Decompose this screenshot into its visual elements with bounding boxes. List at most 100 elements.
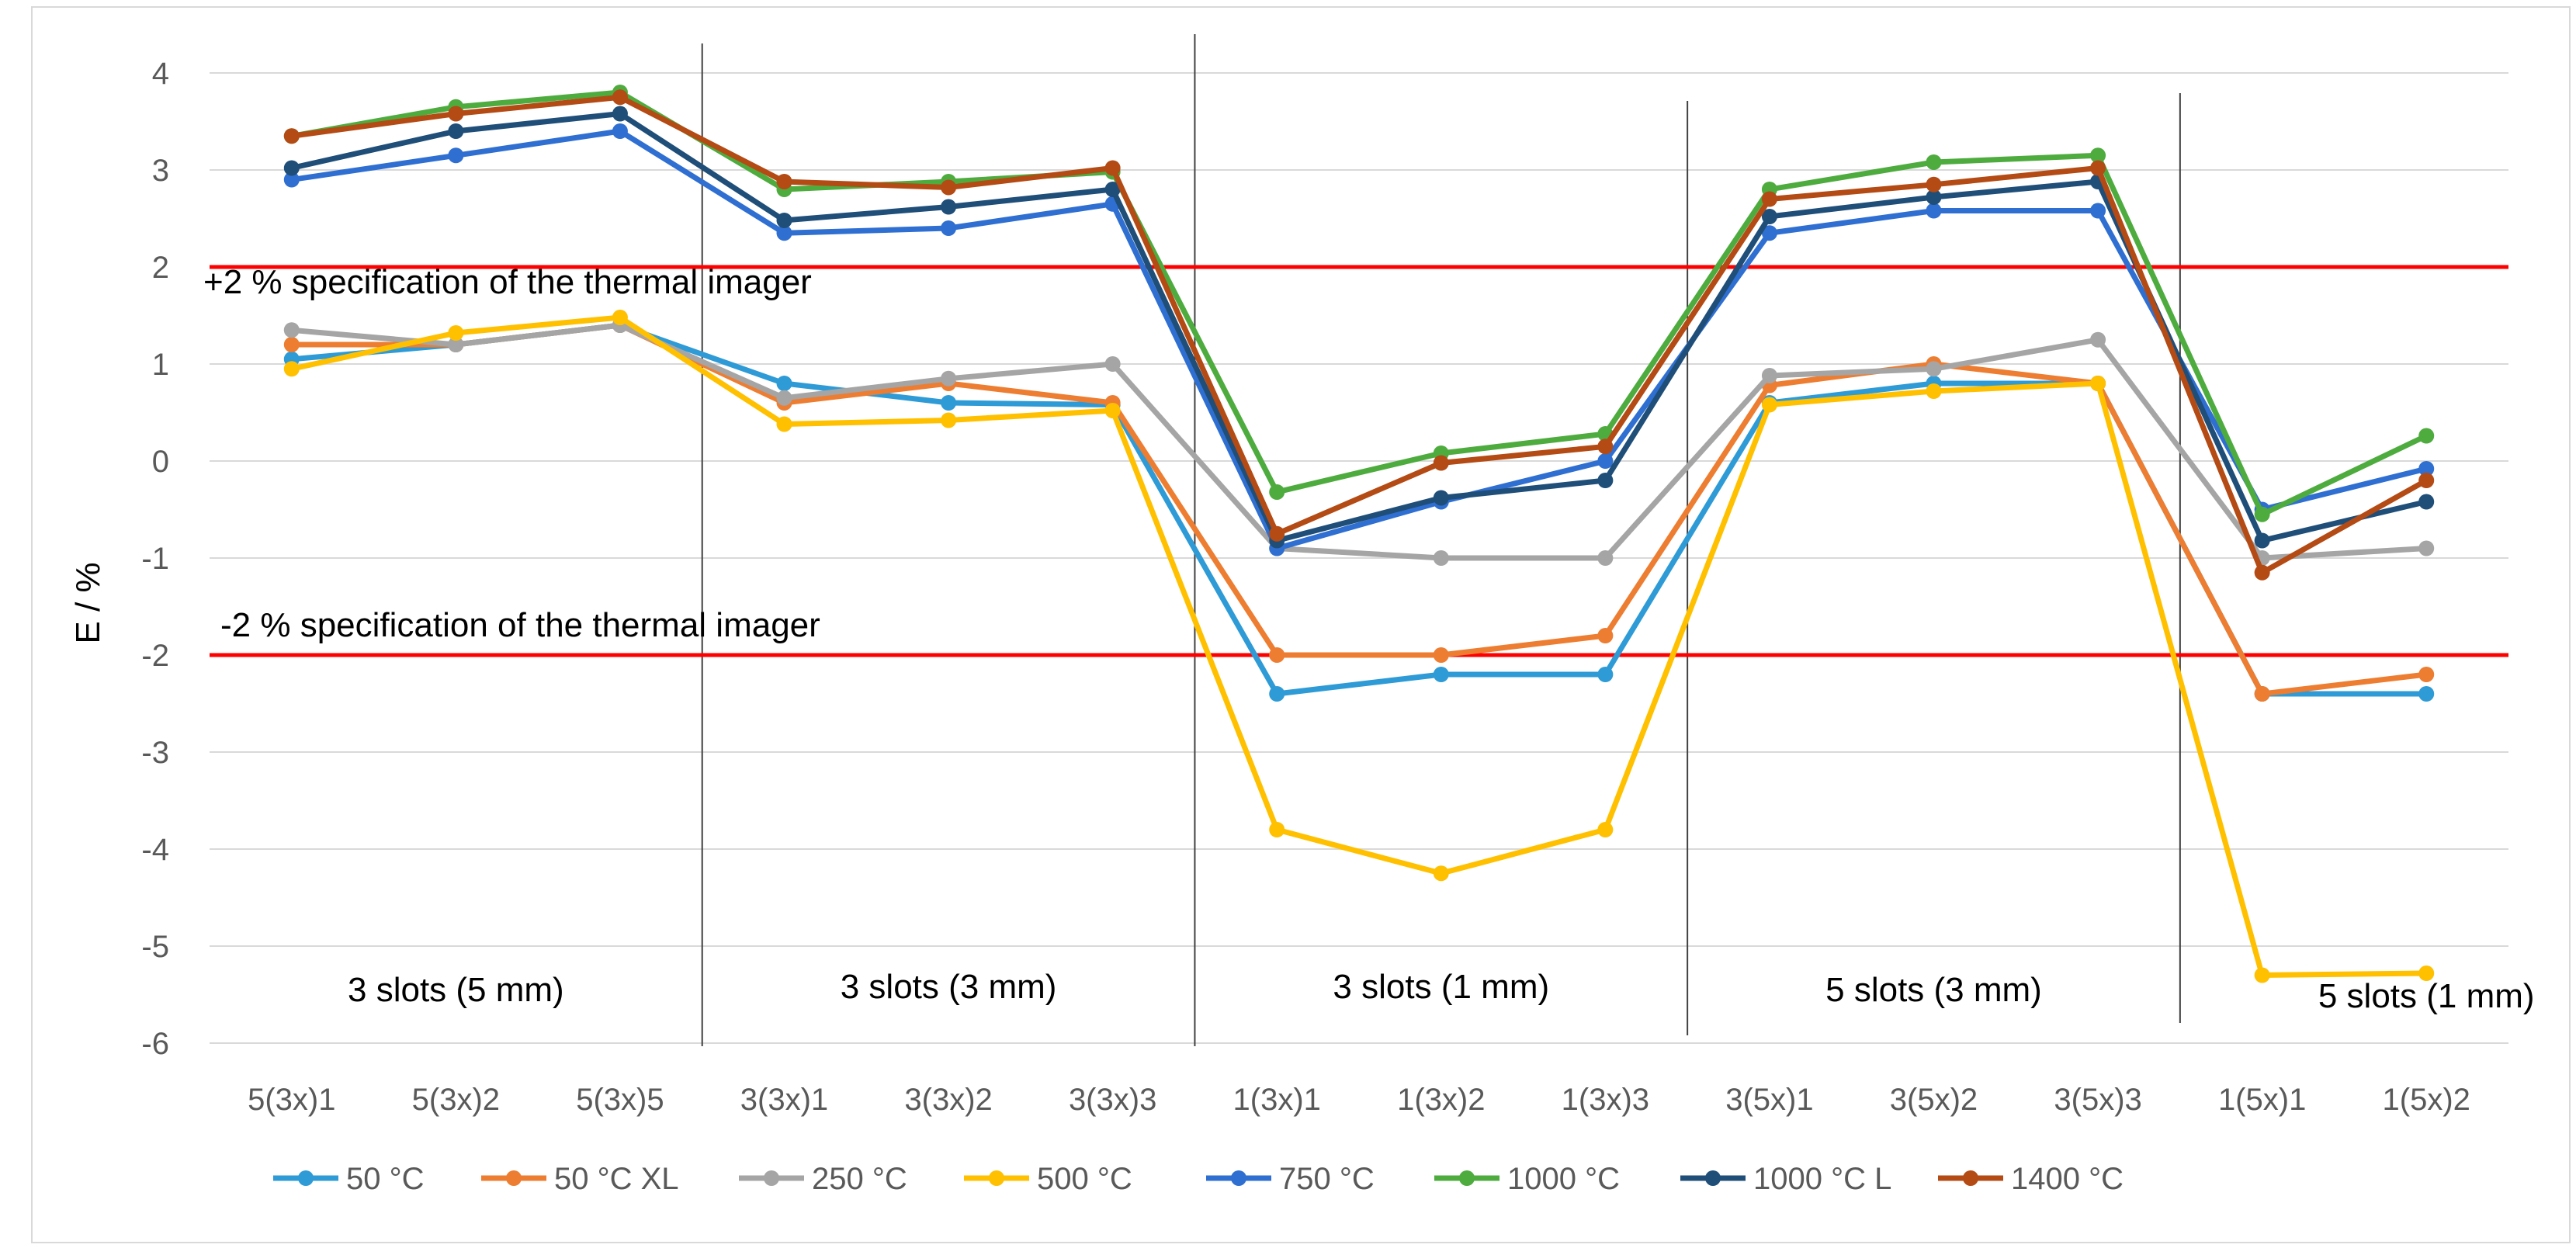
x-tick-label: 3(3x)3 (1069, 1083, 1156, 1117)
legend-marker (1705, 1170, 1721, 1186)
legend-label: 50 °C (346, 1162, 425, 1196)
y-tick-label: 0 (152, 445, 169, 479)
x-tick-label: 3(5x)2 (1890, 1083, 1978, 1117)
data-point (283, 322, 300, 338)
x-tick-labels: 5(3x)1 5(3x)2 5(3x)5 3(3x)1 3(3x)2 3(3x)3 1(3x… (248, 1083, 2470, 1117)
chart-frame (31, 6, 2571, 1243)
legend-label: 1000 °C L (1753, 1162, 1891, 1196)
data-point (283, 160, 300, 176)
data-point (776, 390, 792, 406)
group-separators (701, 34, 2181, 1046)
data-point (776, 376, 792, 391)
data-point (2418, 686, 2435, 702)
data-point (1597, 550, 1614, 566)
x-tick-label: 3(3x)1 (740, 1083, 828, 1117)
data-point (1926, 189, 1942, 205)
legend-marker (298, 1170, 314, 1186)
y-tick-labels: 4 3 2 1 0 -1 -2 -3 -4 -5 -6 (141, 57, 169, 1061)
legend-marker (764, 1170, 779, 1186)
series-line (291, 89, 2428, 518)
data-point (612, 123, 628, 139)
data-point (1926, 203, 1942, 219)
data-point (1761, 368, 1777, 383)
series-1400-c (283, 89, 2435, 581)
data-point (2090, 147, 2106, 164)
x-tick-label: 5(3x)2 (412, 1083, 500, 1117)
data-point (2418, 540, 2435, 556)
data-point (1597, 628, 1614, 643)
data-point (612, 106, 628, 122)
legend-item: 1000 °C (1434, 1162, 1620, 1196)
data-point (1926, 383, 1942, 399)
data-point (2254, 967, 2270, 983)
data-point (283, 361, 300, 377)
legend-label: 750 °C (1279, 1162, 1375, 1196)
data-point (2090, 203, 2106, 219)
x-tick-label: 5(3x)1 (248, 1083, 335, 1117)
legend-label: 1400 °C (2011, 1162, 2124, 1196)
data-point (448, 337, 464, 352)
reference-line-label: +2 % specification of the thermal imager (203, 263, 812, 301)
data-point (2254, 564, 2270, 581)
data-point (1761, 225, 1777, 241)
y-tick-label: -2 (141, 639, 169, 673)
data-point (1761, 191, 1777, 207)
legend-marker (1963, 1170, 1978, 1186)
y-axis-label: E / % (69, 562, 107, 643)
data-point (2090, 160, 2106, 176)
data-point (1269, 484, 1285, 500)
series-line (291, 314, 2427, 978)
data-point (2418, 667, 2435, 682)
data-point (2418, 965, 2435, 981)
data-point (2090, 376, 2106, 391)
legend-item: 500 °C (964, 1162, 1132, 1196)
data-point (283, 172, 300, 188)
legend-item: 250 °C (739, 1162, 907, 1196)
grid-layer (210, 72, 2508, 1044)
data-point (1761, 397, 1777, 413)
data-point (941, 199, 957, 215)
data-point (1269, 822, 1285, 837)
data-point (2418, 461, 2435, 477)
data-point (1926, 361, 1942, 377)
data-point (1433, 455, 1449, 471)
legend-item: 750 °C (1206, 1162, 1375, 1196)
data-point (1104, 403, 1121, 418)
legend-label: 50 °C XL (554, 1162, 679, 1196)
data-point (2254, 532, 2270, 549)
data-point (1926, 154, 1942, 170)
data-point (1433, 490, 1449, 506)
data-point (1104, 356, 1121, 372)
legend-marker (1231, 1170, 1246, 1186)
reference-lines: +2 % specification of the thermal imager… (203, 263, 2508, 657)
data-point (1597, 667, 1614, 682)
data-point (776, 416, 792, 432)
legend-label: 500 °C (1037, 1162, 1132, 1196)
data-point (1433, 647, 1449, 663)
y-tick-label: 1 (152, 348, 169, 382)
group-label: 3 slots (1 mm) (1333, 968, 1549, 1006)
data-point (2418, 428, 2435, 444)
group-label: 5 slots (1 mm) (2318, 977, 2535, 1015)
data-point (941, 395, 957, 411)
data-point (1104, 182, 1121, 197)
data-point (283, 128, 300, 144)
data-point (1597, 473, 1614, 488)
data-point (1269, 525, 1285, 542)
data-point (941, 179, 957, 196)
legend-marker (989, 1170, 1004, 1186)
data-point (1433, 865, 1449, 882)
data-point (2254, 506, 2270, 522)
series-line (291, 94, 2428, 576)
series-500-c (283, 310, 2435, 983)
y-tick-label: 3 (152, 154, 169, 188)
legend-item: 1400 °C (1938, 1162, 2124, 1196)
x-tick-label: 3(3x)2 (904, 1083, 992, 1117)
data-point (612, 89, 628, 106)
y-tick-label: -4 (141, 833, 169, 867)
y-tick-label: -5 (141, 930, 169, 964)
legend-item: 1000 °C L (1680, 1162, 1891, 1196)
data-point (612, 310, 628, 325)
group-label: 5 slots (3 mm) (1825, 971, 2042, 1009)
